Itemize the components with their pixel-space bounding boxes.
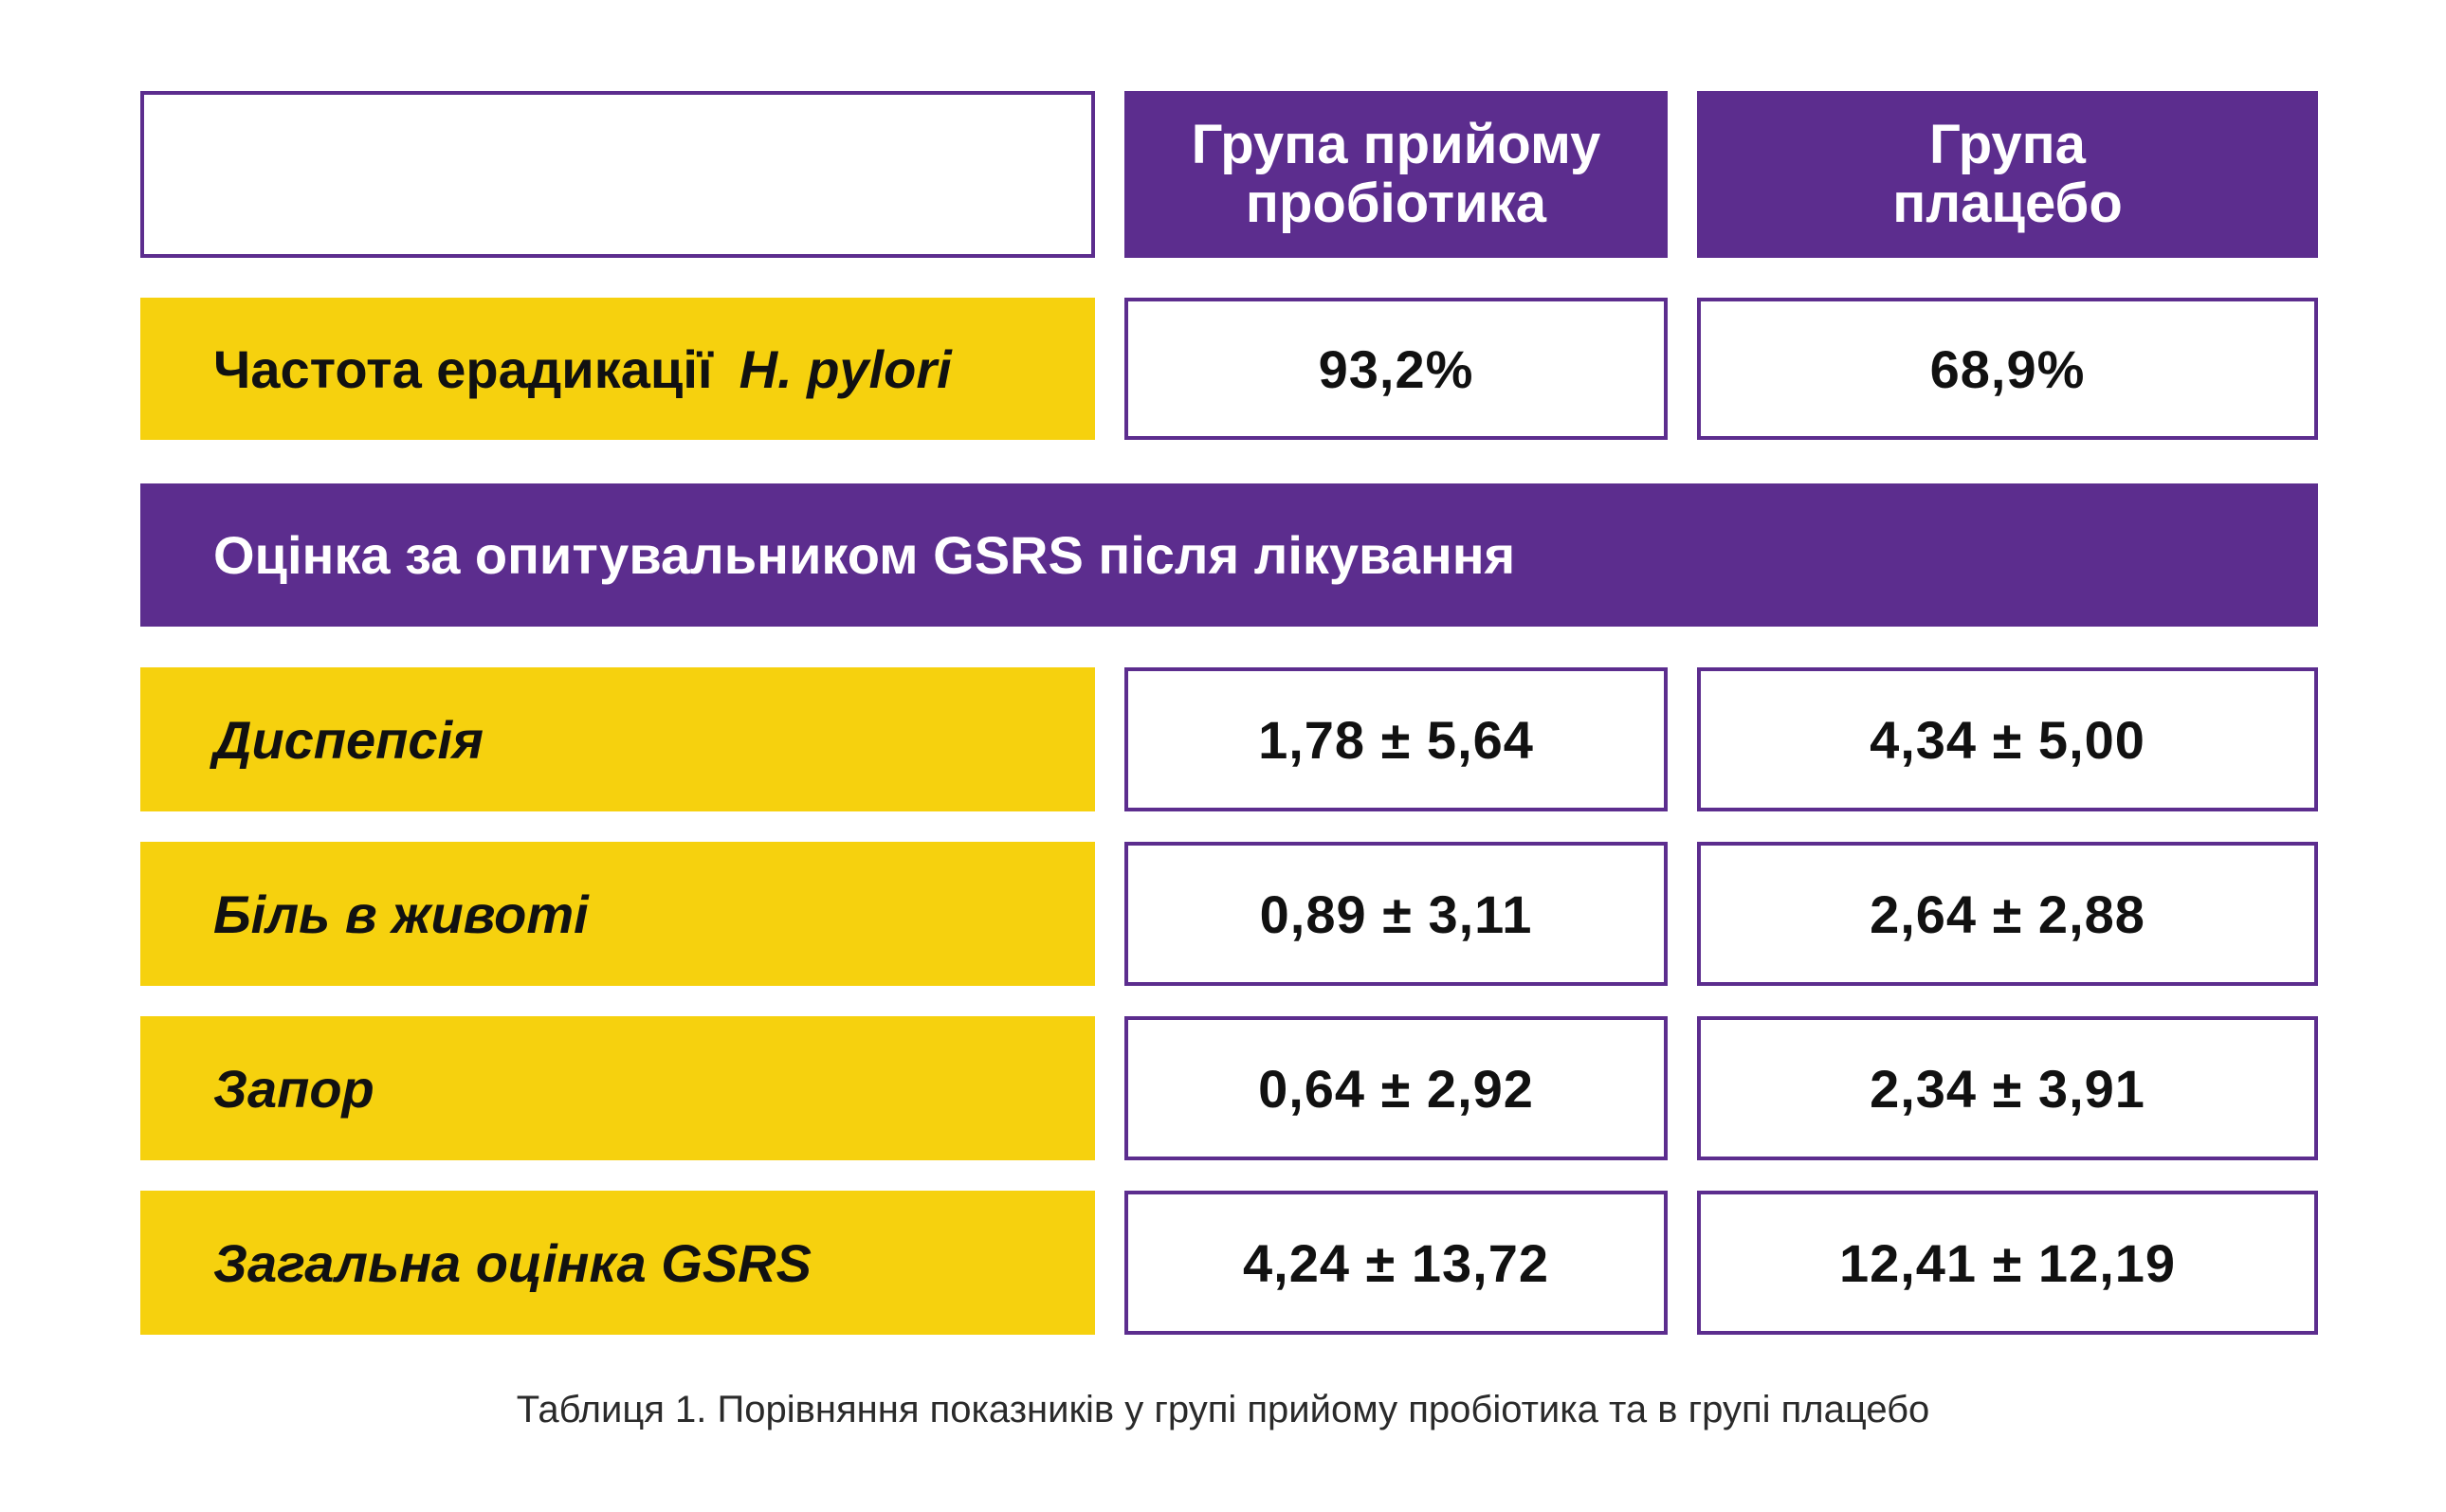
header-probiotic-label: Група прийому пробіотика (1191, 114, 1601, 234)
eradication-label: Частота ерадикації (213, 338, 713, 399)
row-probiotic-value: 1,78 ± 5,64 (1258, 709, 1534, 770)
eradication-probiotic-value: 93,2% (1318, 338, 1474, 399)
row-label-cell: Загальна оцінка GSRS (140, 1191, 1095, 1335)
row-placebo-cell: 4,34 ± 5,00 (1697, 667, 2318, 811)
row-label: Запор (213, 1058, 374, 1119)
row-probiotic-value: 4,24 ± 13,72 (1243, 1232, 1549, 1293)
table-caption: Таблиця 1. Порівняння показників у групі… (516, 1389, 1930, 1430)
gsrs-section-header: Оцінка за опитувальником GSRS після ліку… (140, 483, 2318, 627)
row-probiotic-value: 0,89 ± 3,11 (1259, 884, 1533, 944)
row-probiotic-cell: 0,89 ± 3,11 (1124, 842, 1668, 986)
row-placebo-value: 2,64 ± 2,88 (1870, 884, 2145, 944)
row-label: Диспепсія (213, 709, 484, 770)
row-probiotic-cell: 4,24 ± 13,72 (1124, 1191, 1668, 1335)
row-placebo-value: 4,34 ± 5,00 (1870, 709, 2145, 770)
header-probiotic-group: Група прийому пробіотика (1124, 91, 1668, 258)
row-label-cell: Диспепсія (140, 667, 1095, 811)
row-probiotic-value: 0,64 ± 2,92 (1258, 1058, 1534, 1119)
row-label: Загальна оцінка GSRS (213, 1232, 812, 1293)
row-placebo-cell: 2,64 ± 2,88 (1697, 842, 2318, 986)
row-label: Біль в животі (213, 884, 589, 944)
eradication-probiotic-cell: 93,2% (1124, 298, 1668, 440)
row-placebo-value: 2,34 ± 3,91 (1870, 1058, 2145, 1119)
row-label-cell: Біль в животі (140, 842, 1095, 986)
eradication-label-cell: Частота ерадикації H. pylori (140, 298, 1095, 440)
row-probiotic-cell: 0,64 ± 2,92 (1124, 1016, 1668, 1160)
eradication-species: H. pylori (739, 338, 952, 399)
header-empty-cell (140, 91, 1095, 258)
gsrs-section-title: Оцінка за опитувальником GSRS після ліку… (213, 525, 1516, 585)
row-placebo-value: 12,41 ± 12,19 (1838, 1232, 2177, 1293)
header-placebo-label: Група плацебо (1892, 114, 2123, 234)
row-placebo-cell: 2,34 ± 3,91 (1697, 1016, 2318, 1160)
header-placebo-group: Група плацебо (1697, 91, 2318, 258)
eradication-placebo-cell: 68,9% (1697, 298, 2318, 440)
row-placebo-cell: 12,41 ± 12,19 (1697, 1191, 2318, 1335)
row-probiotic-cell: 1,78 ± 5,64 (1124, 667, 1668, 811)
row-label-cell: Запор (140, 1016, 1095, 1160)
eradication-placebo-value: 68,9% (1929, 338, 2086, 399)
